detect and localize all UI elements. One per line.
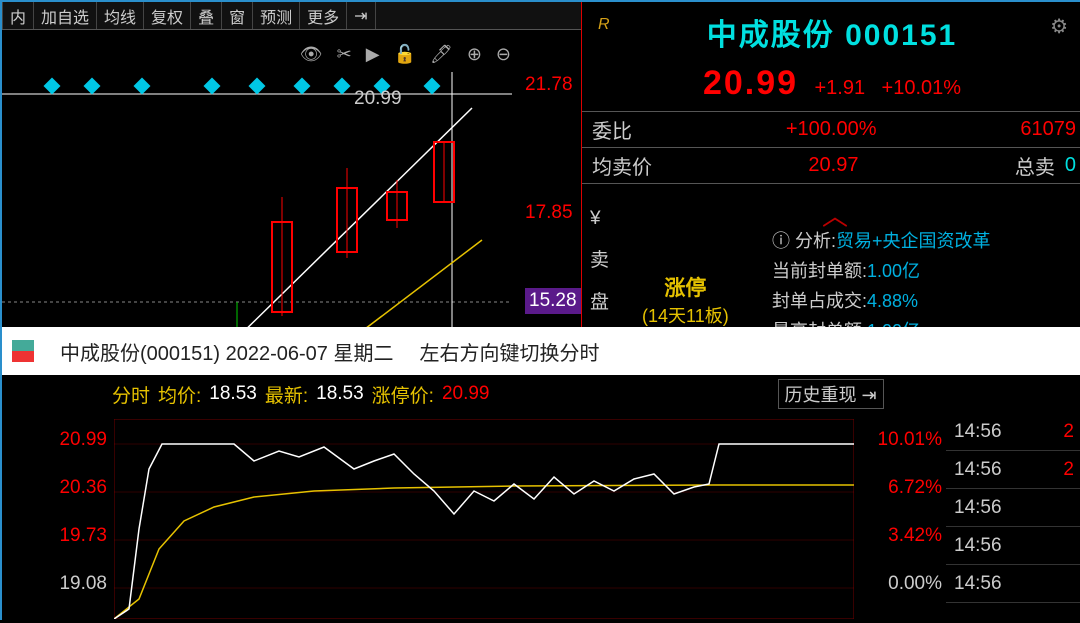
limit-up-sub: (14天11板) (642, 302, 729, 328)
avg-sell-value: 20.97 (662, 154, 1005, 177)
history-replay-button[interactable]: 历史重现 ⇥ (778, 379, 884, 409)
zt-value: 20.99 (442, 383, 490, 405)
app-icon (12, 340, 34, 362)
seal-pct-label: 封单占成交: (772, 291, 867, 311)
eye-icon[interactable]: 👁 (300, 44, 323, 65)
side-labels: ¥ 卖 盘 (590, 198, 609, 324)
title-text: 中成股份(000151) 2022-06-07 星期二 (60, 337, 393, 366)
intraday-chart[interactable] (114, 419, 854, 619)
quote-panel: R ⚙ 中成股份 000151 20.99 +1.91 +10.01% 委比 +… (582, 2, 1080, 327)
weibi-value: +100.00% (642, 118, 1020, 141)
gear-icon[interactable]: ⚙ (1050, 14, 1068, 39)
yen-label: ¥ (590, 198, 609, 240)
play-icon[interactable]: ▶ (366, 44, 380, 65)
analysis-label: 分析: (795, 231, 836, 251)
zuixin-label: 最新: (265, 381, 308, 408)
intraday-panel: 中成股份(000151) 2022-06-07 星期二 左右方向键切换分时 分时… (2, 327, 1080, 622)
total-sell-value: 0 (1065, 154, 1080, 177)
zoom-out-icon[interactable]: ⊖ (496, 44, 511, 65)
weibi-label: 委比 (582, 115, 642, 144)
sell-label: 卖 (590, 240, 609, 282)
tb-window[interactable]: 窗 (222, 2, 253, 29)
lock-icon[interactable]: 🔓 (394, 44, 416, 65)
seal-amt-label: 当前封单额: (772, 261, 867, 281)
pan-label: 盘 (590, 282, 609, 324)
info-icon: ⓘ (772, 231, 790, 251)
stock-delta: +1.91 (814, 77, 865, 99)
weibi-right: 61079 (1020, 118, 1080, 141)
limit-up-badge: 涨停 (14天11板) (642, 272, 729, 328)
stock-name: 中成股份 000151 (707, 19, 957, 52)
intraday-body: 20.9920.3619.7319.08 10.01%6.72%3.42%0.0… (2, 413, 1080, 623)
zoom-in-icon[interactable]: ⊕ (467, 44, 482, 65)
tb-predict[interactable]: 预测 (253, 2, 300, 29)
tb-arrow[interactable]: ⇥ (347, 2, 375, 29)
tb-more[interactable]: 更多 (300, 2, 347, 29)
seal-pct-value: 4.88% (867, 291, 918, 311)
junjia-value: 18.53 (209, 383, 257, 405)
avg-sell-label: 均卖价 (582, 151, 662, 180)
pen-icon[interactable]: 🖊 (430, 44, 453, 65)
intraday-header: 分时 均价: 18.53 最新: 18.53 涨停价: 20.99 历史重现 ⇥ (2, 375, 1080, 413)
last-price-label: 20.99 (354, 88, 402, 110)
junjia-label: 均价: (158, 381, 201, 408)
title-hint: 左右方向键切换分时 (419, 337, 599, 366)
kline-chart[interactable] (2, 72, 512, 332)
stock-price: 20.99 (703, 64, 798, 102)
tb-overlay[interactable]: 叠 (191, 2, 222, 29)
fenshi-label: 分时 (112, 381, 150, 408)
time-sales-column: 14:56214:56214:5614:5614:56 (946, 413, 1080, 603)
scissors-icon[interactable]: ✂ (337, 44, 352, 65)
zuixin-value: 18.53 (316, 383, 364, 405)
tb-ma[interactable]: 均线 (97, 2, 144, 29)
title-bar: 中成股份(000151) 2022-06-07 星期二 左右方向键切换分时 (2, 327, 1080, 375)
limit-up-text: 涨停 (642, 272, 729, 302)
chart-toolbar: 内 加自选 均线 复权 叠 窗 预测 更多 ⇥ (2, 2, 581, 30)
total-sell-label: 总卖 (1005, 151, 1065, 180)
tb-add-fav[interactable]: 加自选 (34, 2, 97, 29)
seal-amt-value: 1.00亿 (867, 261, 920, 281)
zt-label: 涨停价: (372, 381, 434, 408)
r-badge: R (598, 16, 610, 34)
tb-fuquan[interactable]: 复权 (144, 2, 191, 29)
icon-row: 👁 ✂ ▶ 🔓 🖊 ⊕ ⊖ (300, 44, 511, 65)
tb-nei[interactable]: 内 (2, 2, 34, 29)
analysis-link[interactable]: 贸易+央企国资改革 (836, 231, 991, 251)
stock-delta-pct: +10.01% (882, 77, 962, 99)
kline-panel: 内 加自选 均线 复权 叠 窗 预测 更多 ⇥ 👁 ✂ ▶ 🔓 🖊 ⊕ ⊖ 20… (2, 2, 582, 327)
